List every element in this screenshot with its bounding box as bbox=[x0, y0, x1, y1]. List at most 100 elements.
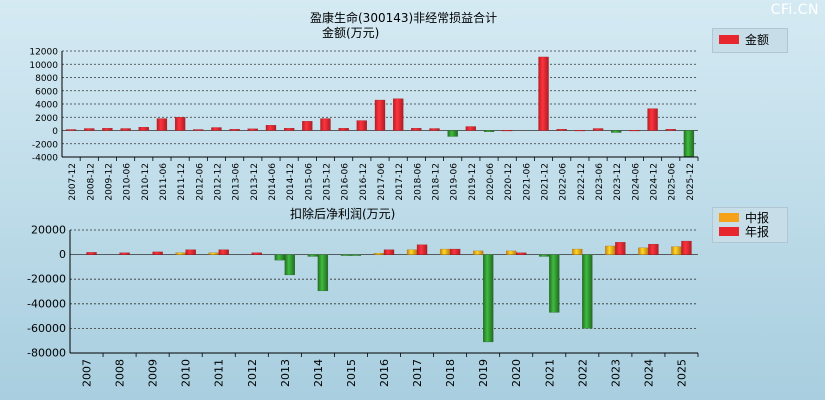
bottom-legend: 中报 年报 bbox=[712, 207, 788, 243]
top-legend: 金额 bbox=[712, 28, 788, 53]
top-chart-x-tick-label: 2011-06 bbox=[159, 163, 169, 201]
top-chart-x-tick-label: 2015-12 bbox=[322, 163, 332, 201]
bottom-chart-bar-interim bbox=[175, 252, 186, 255]
top-chart-bar-amount bbox=[665, 129, 676, 131]
top-chart-bar-amount bbox=[156, 118, 168, 131]
top-chart-bar-amount bbox=[211, 127, 222, 131]
bottom-chart-y-tick-label: -60000 bbox=[27, 322, 66, 335]
top-chart-bar-amount bbox=[356, 120, 367, 131]
top-chart-bar-amount bbox=[138, 127, 149, 131]
bottom-chart-x-tick-label: 2013 bbox=[279, 359, 292, 387]
bottom-chart-bar-annual bbox=[251, 252, 262, 255]
top-chart-x-tick-label: 2025-12 bbox=[686, 163, 696, 201]
bottom-chart-bar-interim bbox=[671, 246, 682, 255]
bottom-chart-bar-annual bbox=[648, 243, 659, 255]
top-chart-bar-amount bbox=[465, 126, 477, 131]
legend-label-annual: 年报 bbox=[745, 224, 770, 239]
bottom-chart-bar-interim bbox=[340, 254, 352, 256]
bottom-chart-x-tick-label: 2007 bbox=[81, 359, 94, 387]
bottom-chart-y-tick-label: -20000 bbox=[27, 273, 66, 286]
top-chart-bar-amount bbox=[320, 118, 331, 131]
top-chart-x-tick-label: 2021-12 bbox=[541, 163, 551, 201]
bottom-chart-x-tick-label: 2023 bbox=[609, 359, 622, 387]
top-chart-bar-amount bbox=[120, 128, 131, 131]
top-chart-x-tick-label: 2016-12 bbox=[359, 163, 369, 201]
bottom-chart-bar-annual bbox=[549, 254, 560, 313]
top-chart-bar-amount bbox=[574, 130, 586, 132]
top-chart-bar-amount bbox=[393, 98, 404, 131]
top-chart-x-tick-label: 2010-06 bbox=[123, 163, 133, 201]
top-chart-x-tick-label: 2018-06 bbox=[413, 163, 423, 201]
top-chart-x-tick-label: 2019-12 bbox=[468, 163, 478, 201]
legend-label-interim: 中报 bbox=[745, 210, 770, 225]
bottom-chart-bar-annual bbox=[383, 249, 395, 255]
bottom-chart-y-tick-label: 0 bbox=[59, 248, 66, 261]
top-chart-x-tick-label: 2013-06 bbox=[232, 163, 242, 201]
top-chart-x-tick-label: 2012-06 bbox=[195, 163, 205, 201]
bottom-chart-bar-annual bbox=[615, 242, 626, 255]
top-chart-x-tick-label: 2020-06 bbox=[486, 163, 496, 201]
bottom-chart-x-tick-label: 2024 bbox=[642, 359, 655, 387]
bottom-chart-bar-annual bbox=[449, 248, 461, 255]
bottom-chart-bar-interim bbox=[274, 254, 285, 261]
top-chart-bar-amount bbox=[229, 129, 240, 131]
legend-swatch-annual bbox=[719, 226, 739, 236]
top-chart-x-tick-label: 2011-12 bbox=[177, 163, 187, 201]
top-chart-bar-amount bbox=[338, 128, 349, 131]
bottom-chart-x-tick-label: 2010 bbox=[180, 359, 193, 387]
bottom-chart-bar-annual bbox=[152, 251, 163, 255]
watermark-logo: CFi.CN bbox=[770, 2, 819, 18]
bottom-chart-bar-interim bbox=[406, 249, 418, 255]
top-chart-bar-amount bbox=[411, 128, 422, 131]
top-chart-bar-amount bbox=[556, 129, 567, 131]
top-chart-y-tick-label: 6000 bbox=[35, 87, 58, 97]
top-chart-bar-amount bbox=[683, 130, 695, 157]
bottom-chart-bar-interim bbox=[539, 254, 550, 257]
top-chart-x-tick-label: 2017-12 bbox=[395, 163, 405, 201]
bottom-chart-x-tick-label: 2020 bbox=[510, 359, 523, 387]
bottom-chart-bar-interim bbox=[572, 248, 583, 255]
top-chart-y-tick-label: -4000 bbox=[32, 154, 58, 164]
bottom-chart-x-tick-label: 2022 bbox=[576, 359, 589, 387]
top-chart-bar-amount bbox=[247, 128, 258, 131]
bottom-chart-bar-annual bbox=[119, 252, 130, 255]
bottom-chart-x-tick-label: 2018 bbox=[444, 359, 457, 387]
bottom-chart-bar-annual bbox=[350, 254, 362, 256]
legend-swatch-interim bbox=[719, 212, 739, 222]
bottom-chart-bar-annual bbox=[582, 254, 593, 329]
top-chart-bar-amount bbox=[502, 130, 513, 132]
top-chart-y-tick-label: 0 bbox=[52, 127, 58, 137]
bottom-chart-bar-interim bbox=[307, 254, 319, 257]
top-chart-x-tick-label: 2014-12 bbox=[286, 163, 296, 201]
top-chart-x-tick-label: 2017-06 bbox=[377, 163, 387, 201]
top-chart-bar-amount bbox=[592, 128, 604, 131]
top-chart-bar-amount bbox=[374, 99, 386, 131]
top-chart-x-tick-label: 2021-06 bbox=[522, 163, 532, 201]
bottom-chart-x-tick-label: 2021 bbox=[543, 359, 556, 387]
top-chart-x-tick-label: 2022-06 bbox=[559, 163, 569, 201]
top-chart-bar-amount bbox=[611, 130, 622, 133]
bottom-chart-x-tick-label: 2008 bbox=[114, 359, 127, 387]
top-chart-x-tick-label: 2010-12 bbox=[141, 163, 151, 201]
top-chart-bar-amount bbox=[302, 121, 313, 131]
top-chart-title: 盈康生命(300143)非经常损益合计 bbox=[310, 11, 498, 25]
bottom-chart-bar-interim bbox=[506, 250, 517, 255]
top-chart-x-tick-label: 2012-12 bbox=[213, 163, 223, 201]
top-chart-y-tick-label: 10000 bbox=[29, 61, 58, 71]
bottom-chart-x-tick-label: 2014 bbox=[312, 359, 325, 387]
top-chart-y-tick-label: 4000 bbox=[35, 101, 58, 111]
top-chart-bar-amount bbox=[265, 125, 277, 131]
top-chart-x-tick-label: 2008-12 bbox=[86, 163, 96, 201]
top-chart-bar-amount bbox=[283, 128, 295, 131]
top-chart-y-tick-label: -2000 bbox=[32, 140, 58, 150]
top-chart-x-tick-label: 2024-12 bbox=[650, 163, 660, 201]
bottom-chart-bar-interim bbox=[208, 252, 219, 255]
top-chart-x-tick-label: 2024-06 bbox=[631, 163, 641, 201]
top-chart-bar-amount bbox=[102, 128, 113, 131]
bottom-chart-bar-annual bbox=[317, 254, 329, 292]
top-chart-x-tick-label: 2018-12 bbox=[432, 163, 442, 201]
top-chart-x-tick-label: 2015-06 bbox=[304, 163, 314, 201]
top-chart-bar-amount bbox=[447, 130, 458, 137]
